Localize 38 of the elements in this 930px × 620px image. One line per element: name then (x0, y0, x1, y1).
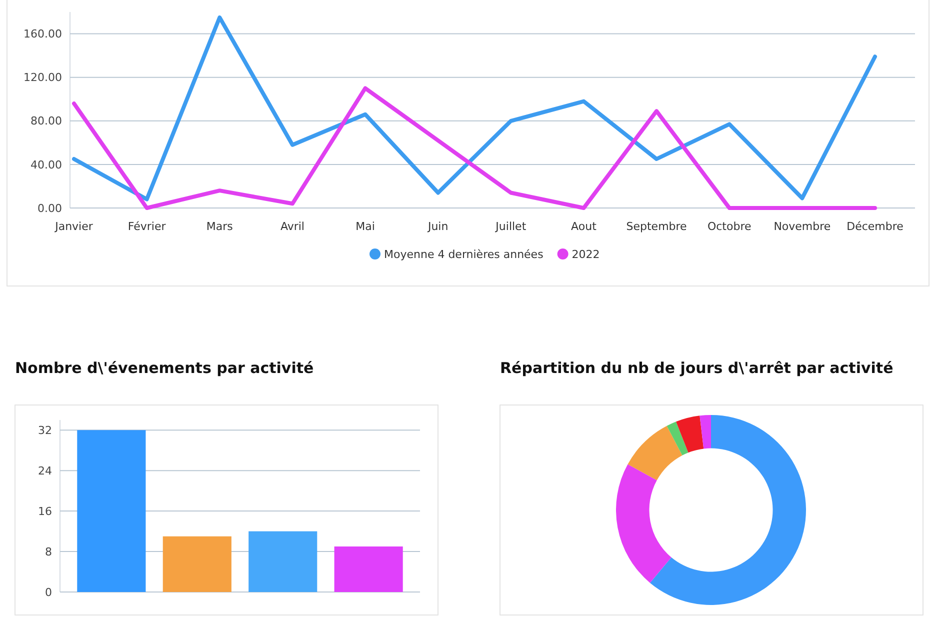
x-tick-label: Septembre (626, 220, 688, 233)
y-tick-label: 0.00 (38, 202, 62, 215)
x-tick-label: Janvier (54, 220, 94, 233)
line-series (72, 86, 877, 210)
y-tick-label: 8 (45, 545, 52, 558)
x-tick-label: Décembre (846, 220, 904, 233)
y-tick-label: 32 (38, 424, 52, 437)
line-series (72, 15, 877, 202)
x-tick-label: Juin (426, 220, 448, 233)
bar (334, 546, 403, 592)
donut-slice (676, 416, 704, 453)
legend-label: 2022 (572, 248, 600, 261)
donut-slice (616, 464, 672, 583)
bar (162, 536, 232, 592)
chart-title: Nombre d\'évenements par activité (15, 359, 314, 377)
x-tick-label: Novembre (774, 220, 831, 233)
donut-slice (700, 415, 711, 449)
bar (77, 430, 146, 592)
y-tick-label: 120.00 (24, 71, 62, 84)
x-tick-label: Mai (356, 220, 375, 233)
y-tick-label: 80.00 (30, 114, 62, 128)
y-tick-label: 16 (38, 504, 52, 518)
donut-slice (650, 415, 806, 605)
y-tick-label: 0 (45, 586, 52, 599)
y-tick-label: 40.00 (30, 158, 62, 172)
y-tick-label: 160.00 (24, 28, 62, 41)
legend-label: Moyenne 4 dernières années (384, 248, 544, 261)
bar (248, 531, 318, 592)
x-tick-label: Octobre (707, 220, 752, 233)
x-tick-label: Aout (571, 220, 598, 233)
x-tick-label: Avril (280, 220, 304, 233)
x-tick-label: Février (128, 220, 166, 233)
donut-slice (628, 426, 682, 480)
y-tick-label: 24 (38, 464, 52, 478)
x-tick-label: Juillet (494, 220, 527, 233)
donut-slice (666, 422, 688, 456)
chart-title: Répartition du nb de jours d\'arrêt par activité (500, 359, 894, 377)
x-tick-label: Mars (206, 220, 234, 233)
